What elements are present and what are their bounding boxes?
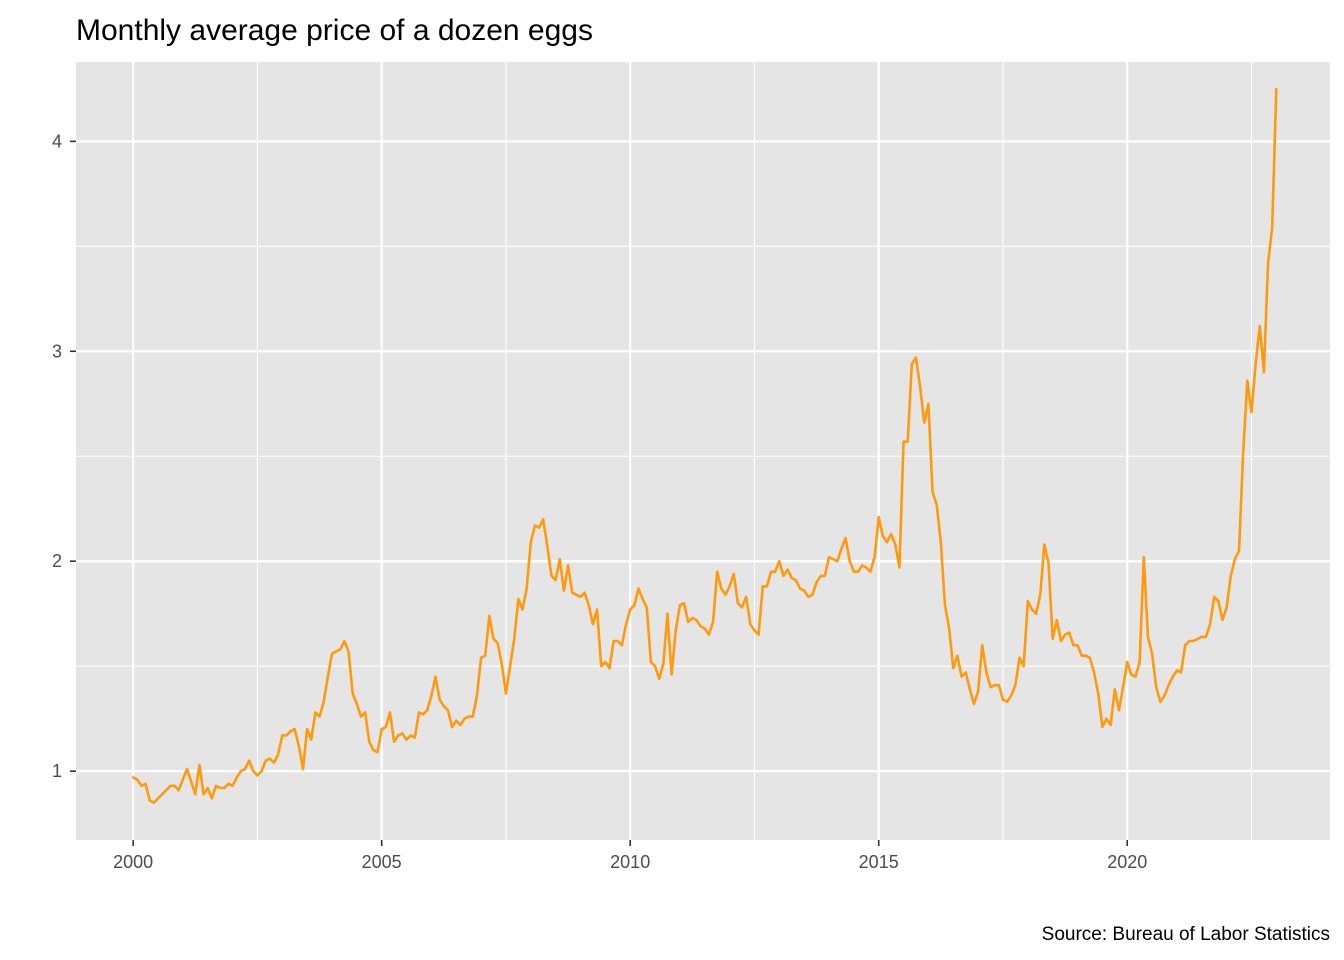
grid-major [76,62,1330,840]
x-axis: 2000 2005 2010 2015 2020 [113,840,1147,872]
y-tick-label: 2 [52,551,62,571]
series-layer [131,87,1278,804]
x-tick-label: 2000 [113,852,153,872]
y-tick-label: 3 [52,341,62,361]
chart-title: Monthly average price of a dozen eggs [76,14,593,47]
x-tick-label: 2015 [859,852,899,872]
y-tick-label: 4 [52,131,62,151]
x-tick-label: 2010 [610,852,650,872]
y-tick-label: 1 [52,761,62,781]
x-tick-label: 2020 [1107,852,1147,872]
series-line-0 [131,87,1278,804]
x-tick-label: 2005 [362,852,402,872]
chart-caption: Source: Bureau of Labor Statistics [1042,924,1330,945]
plot-panel [76,62,1330,840]
y-axis: 1 2 3 4 [52,131,76,781]
grid-minor [76,62,1330,840]
